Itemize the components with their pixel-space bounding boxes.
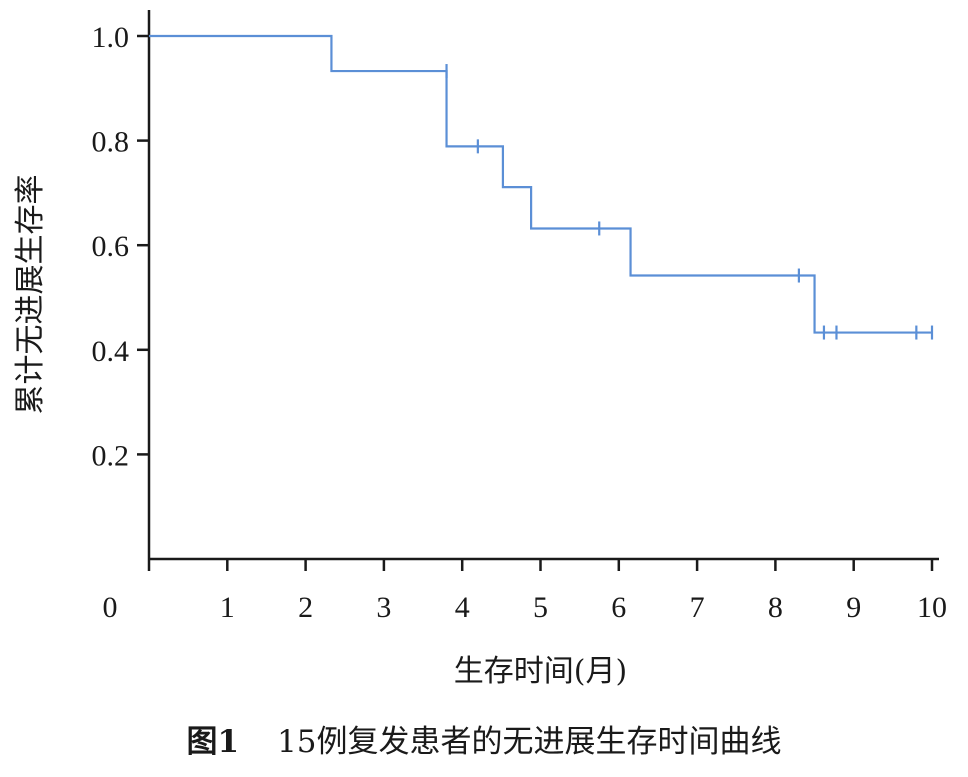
x-tick-label: 3 xyxy=(376,591,391,624)
y-ticks: 0.2 0.4 0.6 0.8 1.0 xyxy=(92,21,149,472)
x-tick-label: 1 xyxy=(220,591,235,624)
x-tick-label: 9 xyxy=(846,591,861,624)
x-tick-label: 7 xyxy=(690,591,705,624)
y-tick-label: 0.4 xyxy=(92,335,130,368)
y-tick-label: 0.6 xyxy=(92,230,130,263)
x-tick-label: 6 xyxy=(611,591,626,624)
x-tick-label: 4 xyxy=(455,591,470,624)
censor-marks xyxy=(445,64,934,340)
figure-caption: 图1 15例复发患者的无进展生存时间曲线 xyxy=(0,716,968,761)
figure-caption-text: 15例复发患者的无进展生存时间曲线 xyxy=(277,724,782,760)
km-chart: 0 1 2 3 4 5 6 7 8 9 10 0.2 0.4 0.6 0.8 1.0 生存时间(月) 累计无… xyxy=(13,10,947,689)
x-tick-label: 2 xyxy=(298,591,313,624)
y-axis-title: 累计无进展生存率 xyxy=(13,175,48,415)
y-tick-label: 0.8 xyxy=(92,126,130,159)
survival-step-line xyxy=(149,34,932,334)
x-axis-title: 生存时间(月) xyxy=(454,654,627,689)
y-tick-label: 0.2 xyxy=(92,439,130,472)
x-tick-label: 10 xyxy=(917,591,947,624)
x-tick-label: 5 xyxy=(533,591,548,624)
x-tick-label: 0 xyxy=(103,591,118,624)
x-ticks: 0 1 2 3 4 5 6 7 8 9 10 xyxy=(103,559,947,624)
axes xyxy=(147,10,939,561)
figure-number: 图1 xyxy=(186,724,240,760)
x-tick-label: 8 xyxy=(768,591,783,624)
y-tick-label: 1.0 xyxy=(92,21,130,54)
